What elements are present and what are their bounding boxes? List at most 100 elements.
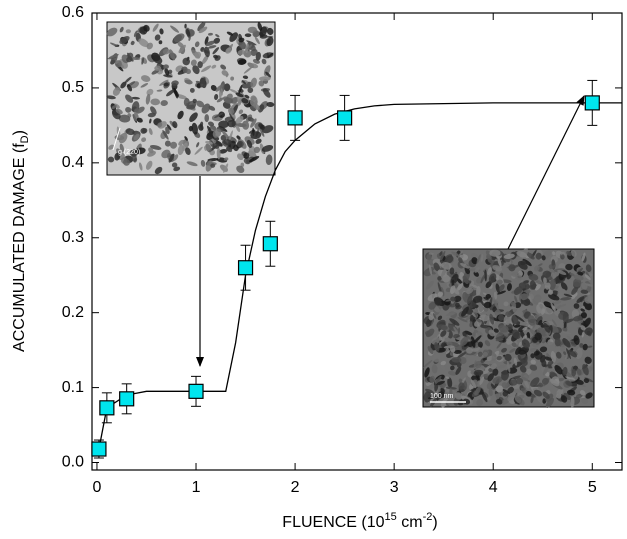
inset-texture bbox=[584, 295, 594, 304]
inset-texture bbox=[476, 254, 481, 264]
inset-texture bbox=[214, 140, 223, 147]
inset-texture bbox=[154, 34, 161, 41]
inset-texture bbox=[517, 397, 525, 406]
inset-texture bbox=[433, 262, 440, 272]
inset-texture bbox=[152, 23, 159, 32]
inset-texture bbox=[541, 360, 547, 368]
inset-texture bbox=[210, 163, 216, 168]
data-point bbox=[188, 383, 204, 399]
inset-texture bbox=[241, 98, 249, 104]
inset-texture bbox=[488, 273, 497, 284]
inset-texture bbox=[135, 147, 146, 155]
inset-texture bbox=[230, 97, 239, 104]
inset-texture bbox=[573, 278, 582, 287]
inset-texture bbox=[197, 21, 206, 32]
inset-texture bbox=[134, 108, 140, 113]
inset-texture bbox=[228, 130, 233, 141]
inset-texture bbox=[536, 396, 547, 400]
inset-texture bbox=[458, 257, 463, 263]
inset-texture bbox=[437, 276, 442, 281]
inset-texture bbox=[539, 346, 548, 353]
inset-texture bbox=[587, 345, 593, 348]
inset-texture bbox=[489, 313, 495, 325]
inset-texture bbox=[505, 311, 512, 318]
inset-texture bbox=[145, 160, 153, 170]
y-tick-label: 0.6 bbox=[62, 4, 84, 21]
inset-texture bbox=[262, 88, 271, 98]
inset-texture bbox=[157, 122, 163, 128]
inset-texture bbox=[262, 125, 274, 134]
inset-texture bbox=[125, 128, 135, 136]
y-tick-label: 0.3 bbox=[62, 229, 84, 246]
inset-texture bbox=[580, 325, 586, 331]
inset-texture bbox=[562, 338, 571, 348]
inset-texture bbox=[570, 260, 578, 265]
inset-texture bbox=[423, 359, 433, 368]
inset-texture bbox=[467, 294, 473, 304]
inset-texture bbox=[454, 302, 460, 308]
inset-texture bbox=[449, 388, 453, 397]
inset-texture bbox=[214, 112, 224, 119]
inset-texture bbox=[214, 93, 219, 101]
inset-texture bbox=[570, 396, 575, 409]
inset-texture bbox=[582, 363, 589, 376]
data-point bbox=[584, 95, 600, 111]
inset-texture bbox=[543, 301, 553, 309]
inset-texture bbox=[562, 366, 568, 376]
inset-label: g (220) bbox=[118, 149, 140, 156]
inset-texture bbox=[576, 296, 585, 304]
inset-texture bbox=[522, 298, 531, 306]
inset-texture bbox=[428, 301, 437, 310]
inset-texture bbox=[225, 73, 229, 78]
inset-texture bbox=[189, 87, 195, 93]
inset-texture bbox=[584, 356, 592, 364]
inset-texture bbox=[521, 339, 530, 349]
inset-texture bbox=[184, 23, 187, 29]
inset-texture bbox=[208, 32, 213, 36]
inset-texture bbox=[555, 351, 562, 359]
inset-texture bbox=[108, 54, 119, 59]
inset-texture bbox=[141, 75, 151, 82]
inset-texture bbox=[236, 135, 241, 140]
inset-texture bbox=[497, 364, 506, 369]
inset-texture bbox=[507, 392, 516, 401]
inset-texture bbox=[445, 386, 457, 390]
inset-texture bbox=[509, 348, 516, 353]
inset-texture bbox=[199, 77, 206, 88]
inset-texture bbox=[583, 378, 590, 384]
inset-texture bbox=[226, 31, 234, 36]
inset-texture bbox=[508, 264, 516, 272]
inset-texture bbox=[207, 125, 213, 136]
inset-texture bbox=[451, 251, 460, 257]
inset-texture bbox=[512, 361, 523, 369]
inset-texture bbox=[216, 97, 224, 103]
inset-micrograph: 100 nm bbox=[422, 248, 595, 409]
inset-texture bbox=[501, 382, 508, 389]
inset-texture bbox=[236, 153, 244, 161]
inset-texture bbox=[192, 98, 197, 104]
inset-texture bbox=[154, 166, 163, 175]
inset-texture bbox=[255, 51, 261, 61]
inset-texture bbox=[581, 282, 588, 290]
inset-texture bbox=[479, 376, 485, 385]
inset-texture bbox=[464, 330, 473, 336]
inset-texture bbox=[560, 297, 572, 301]
inset-texture bbox=[449, 318, 460, 326]
inset-texture bbox=[125, 94, 134, 103]
inset-texture bbox=[488, 388, 493, 397]
inset-texture bbox=[477, 341, 483, 348]
inset-texture bbox=[437, 391, 445, 399]
inset-texture bbox=[499, 284, 505, 292]
inset-texture bbox=[489, 249, 501, 257]
inset-texture bbox=[585, 392, 593, 399]
inset-texture bbox=[584, 327, 593, 336]
inset-texture bbox=[201, 65, 212, 73]
inset-texture bbox=[243, 66, 253, 74]
inset-texture bbox=[519, 365, 527, 373]
inset-texture bbox=[574, 379, 584, 385]
inset-texture bbox=[213, 37, 221, 44]
inset-texture bbox=[503, 253, 515, 259]
y-label-sub: D bbox=[19, 135, 31, 143]
inset-texture bbox=[495, 338, 504, 342]
